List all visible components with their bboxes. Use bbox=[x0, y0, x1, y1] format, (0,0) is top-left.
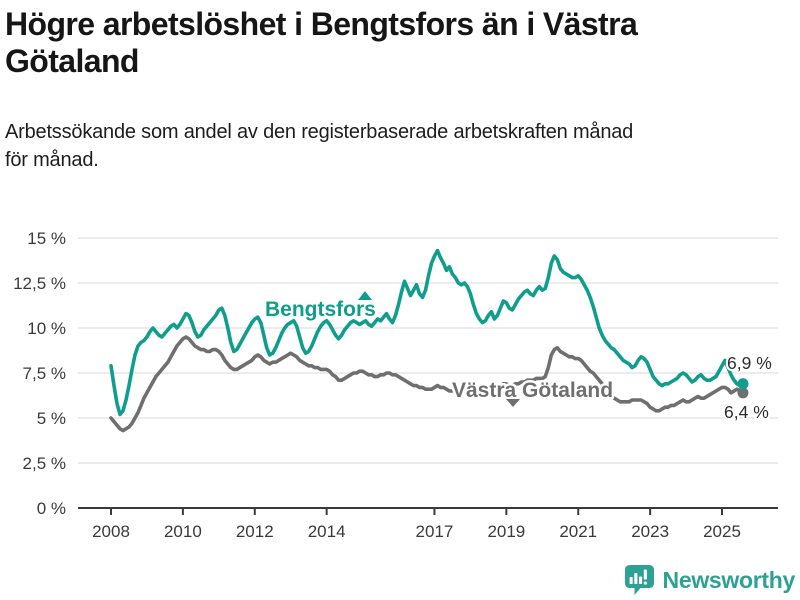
y-axis-label: 0 % bbox=[37, 499, 66, 518]
y-axis-label: 10 % bbox=[27, 319, 66, 338]
newsworthy-logo-icon bbox=[624, 565, 654, 595]
series-end-dot-vastra-gotaland bbox=[737, 387, 749, 399]
y-axis-label: 7,5 % bbox=[23, 364, 66, 383]
series-label-pointer-vastra-gotaland bbox=[504, 398, 522, 409]
y-axis-label: 12,5 % bbox=[13, 274, 66, 293]
series-line-bengtsfors bbox=[109, 248, 745, 417]
x-axis-label: 2019 bbox=[487, 522, 525, 541]
series-label-bengtsfors: Bengtsfors bbox=[265, 298, 376, 321]
x-axis-label: 2010 bbox=[164, 522, 202, 541]
series-label-pointer-bengtsfors bbox=[356, 289, 374, 301]
series-line-vastra-gotaland bbox=[109, 335, 745, 433]
x-axis-label: 2014 bbox=[308, 522, 346, 541]
x-axis-label: 2021 bbox=[559, 522, 597, 541]
x-axis-label: 2012 bbox=[236, 522, 274, 541]
newsworthy-wordmark: Newsworthy bbox=[662, 567, 796, 593]
x-axis-label: 2017 bbox=[416, 522, 454, 541]
x-axis-label: 2008 bbox=[92, 522, 130, 541]
end-value-label-bengtsfors: 6,9 % bbox=[727, 353, 772, 373]
series-end-dot-bengtsfors bbox=[737, 378, 749, 390]
series-label-vastra-gotaland: Västra Götaland bbox=[452, 379, 613, 402]
page-title: Högre arbetslöshet i Bengtsfors än i Väs… bbox=[5, 6, 638, 79]
x-axis-label: 2025 bbox=[703, 522, 741, 541]
newsworthy-logo: Newsworthy bbox=[624, 564, 795, 597]
y-axis-label: 2,5 % bbox=[23, 454, 66, 473]
y-axis-label: 15 % bbox=[27, 229, 66, 248]
end-value-label-vastra-gotaland: 6,4 % bbox=[724, 402, 769, 422]
y-axis-label: 5 % bbox=[37, 409, 66, 428]
x-axis-label: 2023 bbox=[631, 522, 669, 541]
chart-subtitle: Arbetssökande som andel av den registerb… bbox=[5, 121, 634, 171]
